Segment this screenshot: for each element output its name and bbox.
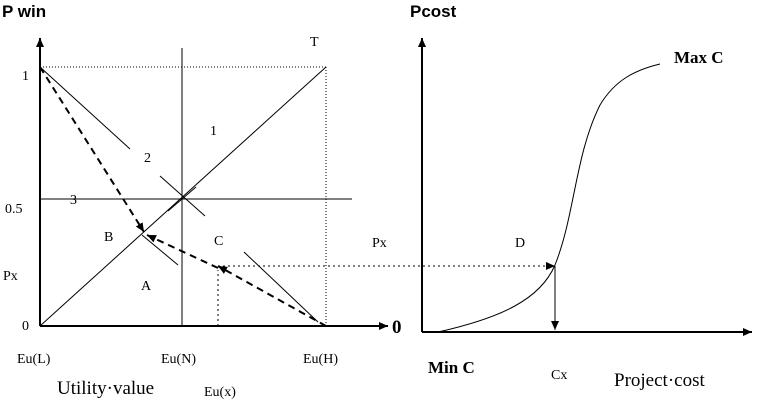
left-y-tick-half: 0.5	[5, 202, 23, 217]
dashed-path-top-to-b	[39, 66, 145, 233]
line-label-t: T	[310, 35, 319, 50]
solid-segment-to-b	[141, 234, 179, 266]
left-x-axis-title: Utility·value	[57, 378, 154, 399]
x-tick-eu-h: Eu(H)	[303, 352, 338, 367]
line-label-2: 2	[144, 151, 151, 166]
right-y-axis-title: Pcost	[410, 2, 457, 21]
region-label-c: C	[214, 234, 223, 249]
right-chart: Pcost Max C Px D 0 Min C Cx Project·cost	[218, 2, 752, 391]
left-y-tick-0: 0	[22, 319, 29, 334]
line-2-upper	[39, 66, 131, 150]
x-tick-eu-l: Eu(L)	[17, 352, 51, 367]
left-chart: P win 1 0.5 Px 0 T 1 2 3 B C A Eu(L) Eu(…	[2, 2, 388, 400]
right-x-axis-title: Project·cost	[614, 370, 705, 391]
left-y-tick-px: Px	[3, 269, 18, 284]
dashed-path-h-to-c	[217, 265, 327, 327]
curve-bottom-label: Min C	[428, 358, 475, 377]
right-origin-label: 0	[392, 317, 402, 338]
point-label-d: D	[515, 236, 525, 251]
region-label-a: A	[141, 279, 152, 294]
right-px-label: Px	[372, 236, 387, 251]
line-2-crossing	[167, 186, 197, 212]
region-label-b: B	[104, 230, 113, 245]
line-label-3: 3	[70, 193, 77, 208]
cost-label-cx: Cx	[551, 368, 567, 383]
left-y-tick-1: 1	[22, 69, 29, 84]
curve-top-label: Max C	[674, 48, 724, 67]
line-2-lower	[159, 175, 206, 217]
solid-segment-c	[243, 251, 319, 323]
cost-s-curve	[437, 63, 661, 333]
line-label-1: 1	[210, 124, 217, 139]
dashed-path-c-to-b	[146, 234, 219, 269]
left-y-axis-title: P win	[2, 2, 46, 21]
x-tick-eu-x: Eu(x)	[204, 385, 236, 400]
x-tick-eu-n: Eu(N)	[161, 352, 196, 367]
